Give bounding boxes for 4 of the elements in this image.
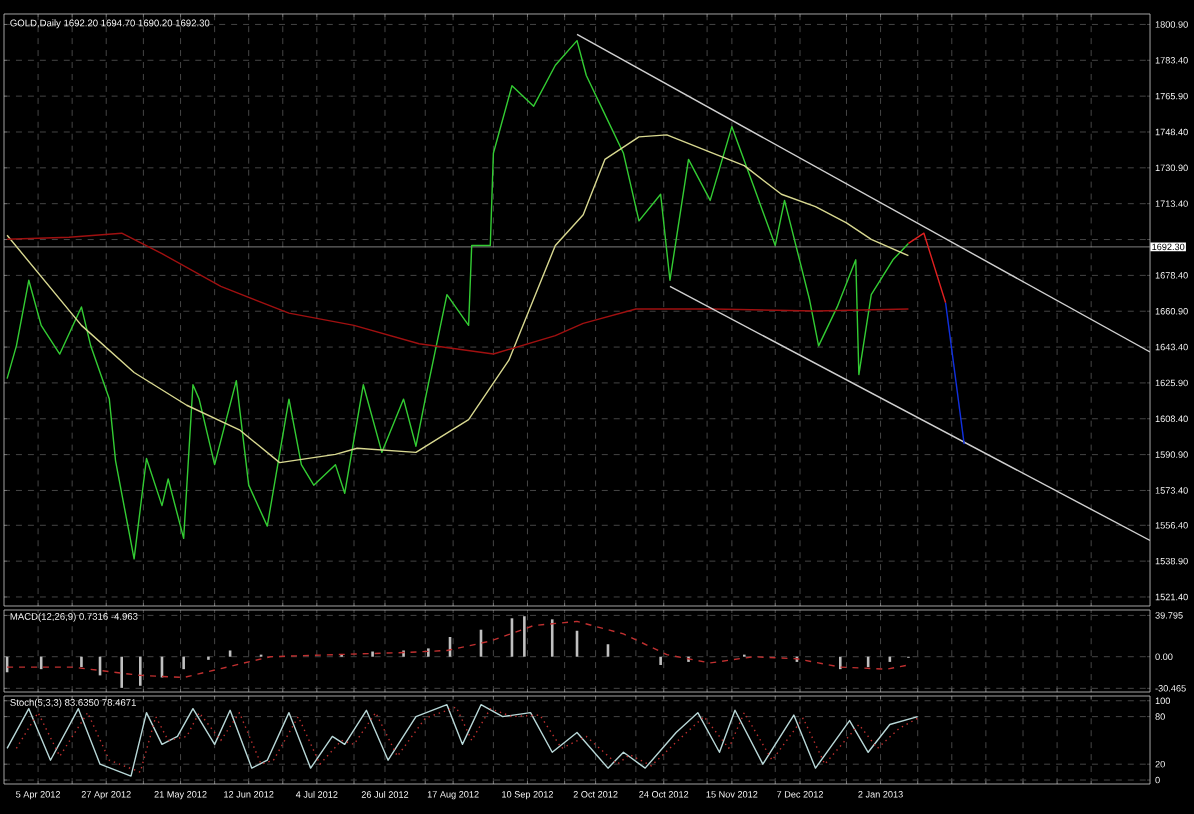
line-series: [6, 134, 910, 464]
line-series: [6, 39, 910, 560]
line-series: [6, 620, 910, 679]
line-series: [6, 232, 910, 355]
